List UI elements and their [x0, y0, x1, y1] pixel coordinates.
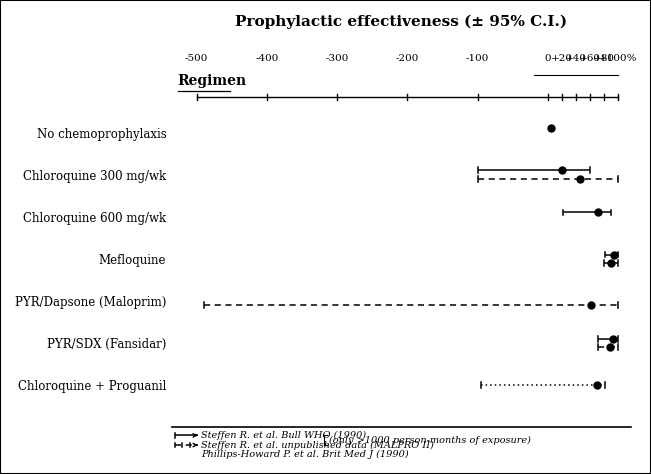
Text: (only >1000 person-months of exposure): (only >1000 person-months of exposure) [329, 436, 531, 445]
Title: Prophylactic effectiveness (± 95% C.I.): Prophylactic effectiveness (± 95% C.I.) [235, 15, 568, 29]
Text: Regimen: Regimen [178, 74, 247, 89]
Text: Phillips-Howard P. et al. Brit Med J (1990): Phillips-Howard P. et al. Brit Med J (19… [201, 450, 408, 459]
Text: Steffen R. et al. Bull WHO (1990): Steffen R. et al. Bull WHO (1990) [201, 431, 366, 440]
Text: Steffen R. et al. unpublished data (MALPRO II): Steffen R. et al. unpublished data (MALP… [201, 440, 434, 450]
